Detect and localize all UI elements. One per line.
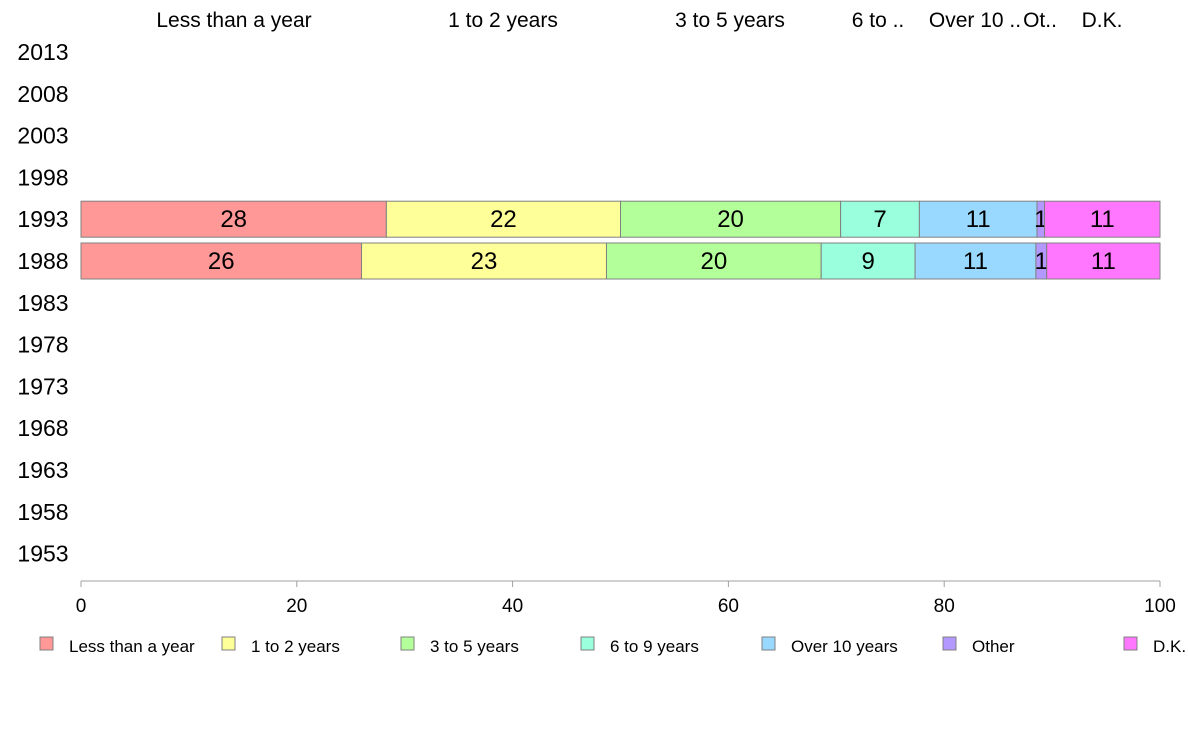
bar-segment xyxy=(914,242,1037,280)
bar-data-label: 11 xyxy=(1091,248,1116,275)
legend-swatch xyxy=(400,636,415,651)
x-tick-label: 80 xyxy=(934,596,955,617)
x-tick-label: 40 xyxy=(502,596,523,617)
y-tick-label: 2013 xyxy=(17,39,68,65)
top-category-label: 6 to .. xyxy=(852,9,905,32)
y-tick-label: 1973 xyxy=(17,373,68,399)
legend-label: 3 to 5 years xyxy=(430,637,519,656)
top-category-label: 3 to 5 years xyxy=(675,9,785,32)
bar-data-label: 11 xyxy=(966,206,991,233)
legend: Less than a year 1 to 2 years 3 to 5 years… xyxy=(39,636,1186,656)
legend-label: Over 10 years xyxy=(791,637,898,656)
y-tick-label: 2008 xyxy=(17,81,68,107)
bar-segment xyxy=(385,200,621,238)
x-tick-label: 100 xyxy=(1144,596,1176,617)
legend-label: Less than a year xyxy=(69,637,195,656)
y-tick-label: 1963 xyxy=(17,457,68,483)
y-tick-label: 1983 xyxy=(17,290,68,316)
y-tick-label: 1978 xyxy=(17,332,68,358)
top-category-label: Ot.. xyxy=(1023,9,1057,32)
y-tick-label: 1953 xyxy=(17,541,68,567)
legend-label: Other xyxy=(972,637,1015,656)
bar-data-label: 11 xyxy=(1090,206,1115,233)
y-tick-label: 1998 xyxy=(17,164,68,190)
bar-data-label: 22 xyxy=(490,206,517,233)
bar-segment xyxy=(620,200,842,238)
y-axis-labels: 2013 2008 2003 1998 1993 1988 1983 1978 1973 1968… xyxy=(17,39,68,567)
y-tick-label: 2003 xyxy=(17,123,68,149)
legend-swatch xyxy=(1123,636,1138,651)
top-category-label: 1 to 2 years xyxy=(448,9,558,32)
y-tick-label: 1958 xyxy=(17,499,68,525)
x-tick-label: 0 xyxy=(76,596,87,617)
y-tick-label: 1968 xyxy=(17,415,68,441)
bar-segment xyxy=(80,200,387,238)
bar-data-label: 1 xyxy=(1035,248,1048,275)
top-category-label: Less than a year xyxy=(156,9,311,32)
top-category-labels: Less than a year 1 to 2 years 3 to 5 years… xyxy=(156,9,1122,32)
bar-data-label: 20 xyxy=(717,206,744,233)
legend-swatch xyxy=(580,636,595,651)
y-tick-label: 1993 xyxy=(17,206,68,232)
bar-segment xyxy=(918,200,1038,238)
legend-label: 6 to 9 years xyxy=(610,637,699,656)
y-tick-label: 1988 xyxy=(17,248,68,274)
bar-data-label: 26 xyxy=(208,248,235,275)
bar-data-label: 28 xyxy=(220,206,247,233)
legend-swatch xyxy=(39,636,54,651)
legend-swatch xyxy=(761,636,776,651)
legend-swatch xyxy=(942,636,957,651)
bar-data-label: 11 xyxy=(963,248,988,275)
bar-segment xyxy=(605,242,822,280)
x-axis: 0 20 40 60 80 100 xyxy=(76,580,1176,617)
bar-segment xyxy=(80,242,363,280)
bar-data-label: 7 xyxy=(873,206,886,233)
bar-segment xyxy=(361,242,607,280)
x-tick-label: 20 xyxy=(286,596,307,617)
bar-data-label: 9 xyxy=(861,248,874,275)
bar-segment xyxy=(1046,242,1161,280)
legend-label: 1 to 2 years xyxy=(251,637,340,656)
legend-label: D.K. xyxy=(1153,637,1186,656)
bar-data-label: 20 xyxy=(700,248,727,275)
x-tick-label: 60 xyxy=(718,596,739,617)
bar-data-label: 23 xyxy=(471,248,498,275)
top-category-label: Over 10 .. xyxy=(929,9,1021,32)
top-category-label: D.K. xyxy=(1082,9,1123,32)
legend-swatch xyxy=(221,636,236,651)
bar-segment xyxy=(1044,200,1161,238)
